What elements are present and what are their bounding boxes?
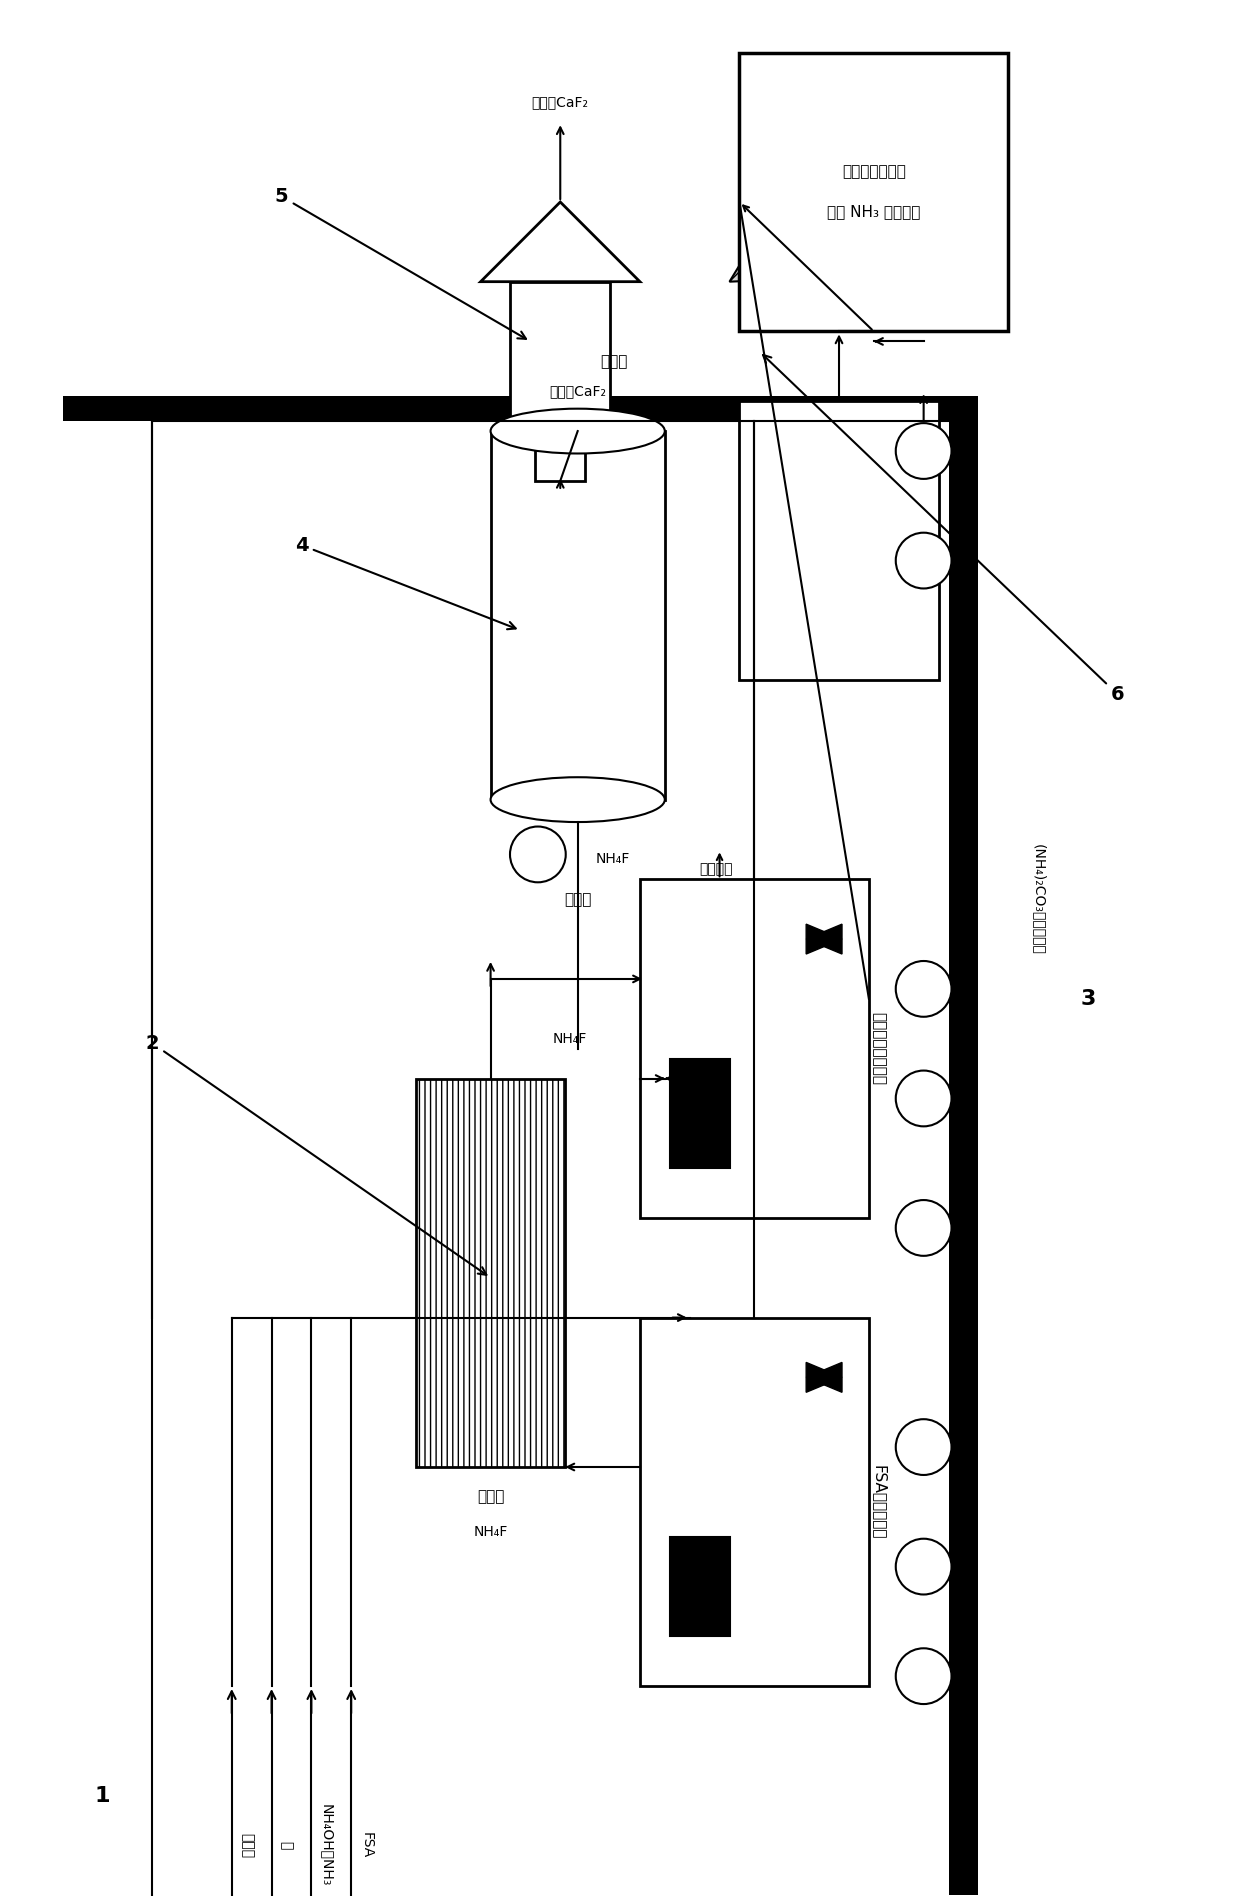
Circle shape bbox=[895, 1648, 951, 1703]
Polygon shape bbox=[806, 924, 842, 954]
Text: 干燥器: 干燥器 bbox=[600, 354, 627, 369]
Text: 石灰石: 石灰石 bbox=[239, 1833, 254, 1857]
Ellipse shape bbox=[491, 778, 665, 821]
Bar bbox=[511, 281, 610, 422]
Bar bbox=[415, 1078, 565, 1468]
Bar bbox=[491, 432, 665, 800]
Text: NH₄OH或NH₃: NH₄OH或NH₃ bbox=[320, 1804, 334, 1886]
Text: 2: 2 bbox=[145, 1034, 486, 1276]
Text: FSA中和反应器: FSA中和反应器 bbox=[872, 1464, 887, 1540]
Circle shape bbox=[895, 532, 951, 589]
Text: 水: 水 bbox=[279, 1842, 294, 1850]
Text: 收集 NH₃ 的电池组: 收集 NH₃ 的电池组 bbox=[827, 205, 920, 219]
Text: 干燥的CaF₂: 干燥的CaF₂ bbox=[532, 95, 589, 110]
Polygon shape bbox=[806, 924, 842, 954]
Text: FSA: FSA bbox=[360, 1833, 373, 1859]
Bar bbox=[640, 880, 869, 1219]
Bar bbox=[670, 1536, 729, 1637]
Circle shape bbox=[895, 1200, 951, 1257]
Circle shape bbox=[895, 1420, 951, 1475]
Ellipse shape bbox=[491, 409, 665, 454]
Text: NH₄F: NH₄F bbox=[553, 1032, 588, 1046]
Text: (NH₄)₂CO₃溶液的回收: (NH₄)₂CO₃溶液的回收 bbox=[1032, 844, 1045, 954]
Circle shape bbox=[895, 424, 951, 479]
Text: 二氧化硅: 二氧化硅 bbox=[699, 863, 733, 876]
Text: 5: 5 bbox=[275, 186, 526, 338]
Bar bbox=[536, 422, 585, 481]
Text: 过滤器: 过滤器 bbox=[477, 1488, 505, 1504]
Bar bbox=[62, 395, 978, 422]
Text: 6: 6 bbox=[763, 355, 1125, 703]
Text: 3: 3 bbox=[1080, 989, 1096, 1009]
Text: 通过蒸馏和冷凝: 通过蒸馏和冷凝 bbox=[842, 165, 905, 179]
Polygon shape bbox=[481, 202, 640, 281]
Text: NH₄F: NH₄F bbox=[595, 852, 630, 867]
Bar bbox=[640, 1317, 869, 1686]
Text: NH₄F: NH₄F bbox=[474, 1525, 507, 1538]
Polygon shape bbox=[806, 1363, 842, 1392]
Text: 过滤器: 过滤器 bbox=[564, 892, 591, 907]
Polygon shape bbox=[729, 103, 959, 281]
Bar bbox=[739, 53, 1008, 331]
Bar bbox=[949, 401, 978, 1895]
Text: 氟化馒沉淠反应器: 氟化馒沉淠反应器 bbox=[872, 1011, 887, 1085]
Bar bbox=[739, 401, 939, 681]
Polygon shape bbox=[806, 1363, 842, 1392]
Bar bbox=[670, 1059, 729, 1169]
Circle shape bbox=[895, 1070, 951, 1127]
Text: 4: 4 bbox=[295, 536, 516, 629]
Circle shape bbox=[510, 827, 565, 882]
Text: 1: 1 bbox=[94, 1785, 110, 1806]
Circle shape bbox=[895, 1538, 951, 1595]
Circle shape bbox=[895, 962, 951, 1017]
Text: 湿潎的CaF₂: 湿潎的CaF₂ bbox=[549, 384, 606, 397]
